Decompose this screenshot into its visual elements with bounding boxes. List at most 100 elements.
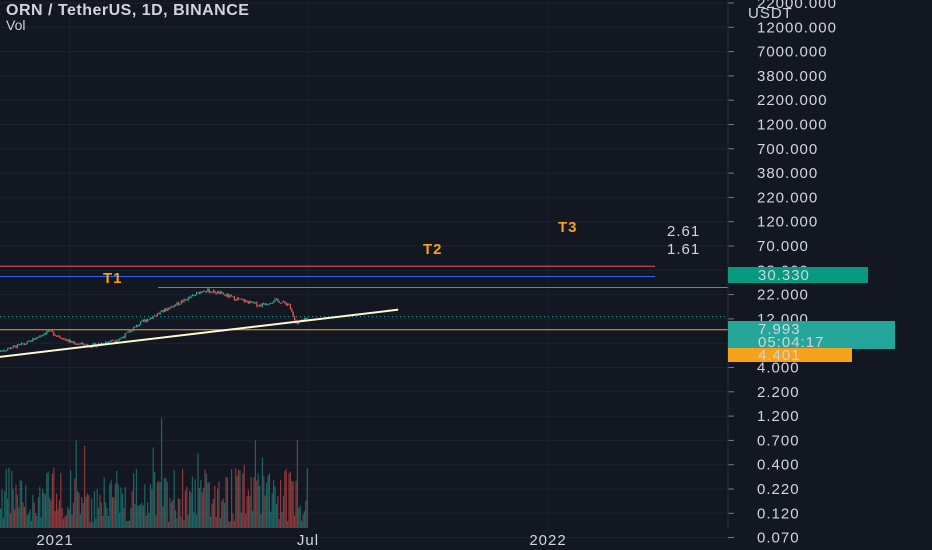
volume-bar xyxy=(35,512,37,528)
t1-price-tag xyxy=(728,267,868,283)
candle-body xyxy=(259,304,261,306)
candle-body xyxy=(305,318,307,320)
candle-body xyxy=(123,337,125,339)
volume-bar xyxy=(214,485,216,528)
candle-body xyxy=(205,291,207,293)
candle-body xyxy=(288,304,290,306)
candle-body xyxy=(42,335,44,337)
volume-bar xyxy=(176,518,178,528)
volume-bar xyxy=(60,472,62,528)
volume-bar xyxy=(14,509,16,528)
support-price-tag xyxy=(728,348,852,362)
volume-bar xyxy=(285,468,287,528)
candle-body xyxy=(246,300,248,302)
candle-body xyxy=(263,303,265,305)
candle-body xyxy=(224,294,226,296)
volume-bar xyxy=(16,494,18,528)
candle-body xyxy=(253,301,255,304)
volume-bar xyxy=(36,516,38,528)
volume-bar xyxy=(228,521,230,528)
volume-bar xyxy=(292,481,294,528)
volume-bar xyxy=(68,509,70,528)
candle-body xyxy=(287,304,289,306)
volume-bar xyxy=(100,502,102,528)
t1-label: T1 xyxy=(103,270,123,287)
volume-bar xyxy=(148,512,150,528)
volume-bar xyxy=(57,509,59,528)
candle-body xyxy=(46,330,48,334)
time-label-2022: 2022 xyxy=(529,532,566,549)
candle-body xyxy=(60,337,62,339)
candle-body xyxy=(207,289,209,292)
price-tick-label: 3800.000 xyxy=(757,68,828,85)
candle-body xyxy=(138,324,140,327)
candle-body xyxy=(0,350,2,352)
volume-bar xyxy=(56,493,58,528)
candle-body xyxy=(175,304,177,306)
candle-body xyxy=(252,301,254,303)
volume-bar xyxy=(116,470,118,528)
candle-body xyxy=(187,297,189,301)
candle-body xyxy=(14,345,16,347)
volume-bar xyxy=(184,490,186,528)
volume-bar xyxy=(281,512,283,528)
volume-bar xyxy=(280,479,282,528)
volume-bar xyxy=(37,497,39,528)
volume-bar xyxy=(298,507,300,528)
candle-body xyxy=(229,295,231,298)
volume-bar xyxy=(53,467,55,528)
volume-bar xyxy=(291,481,293,528)
candle-body xyxy=(28,340,30,342)
candle-body xyxy=(53,331,55,336)
t3-label: T3 xyxy=(558,219,578,236)
candle-body xyxy=(165,308,167,311)
volume-bar xyxy=(271,492,273,528)
candle-body xyxy=(176,302,178,305)
volume-bar xyxy=(19,479,21,528)
volume-bar xyxy=(161,418,163,528)
volume-bar xyxy=(179,499,181,528)
price-tick-label: 12000.000 xyxy=(757,19,837,36)
last-price-text: 7.993 xyxy=(758,321,801,338)
candle-body xyxy=(23,344,25,346)
volume-bar xyxy=(25,485,27,528)
volume-bar xyxy=(88,494,90,528)
volume-bar xyxy=(117,484,119,528)
candle-body xyxy=(222,292,224,295)
volume-bar xyxy=(156,482,158,528)
candle-body xyxy=(236,298,238,301)
candle-body xyxy=(163,308,165,312)
trendline[interactable] xyxy=(0,308,399,360)
volume-bar xyxy=(8,467,10,528)
volume-bar xyxy=(12,488,14,528)
volume-bar xyxy=(4,491,6,528)
volume-bar xyxy=(235,468,237,528)
volume-bar xyxy=(254,440,256,528)
price-axis[interactable]: 22000.000 12000.000 7000.000 3800.000 2200.0… xyxy=(727,0,837,547)
volume-bar xyxy=(168,521,170,528)
volume-label: Vol xyxy=(6,17,26,33)
candle-body xyxy=(173,304,175,308)
candle-body xyxy=(200,291,202,294)
volume-bar xyxy=(204,469,206,528)
volume-bar xyxy=(39,486,41,528)
volume-bar xyxy=(172,500,174,528)
price-tick-label: 0.220 xyxy=(757,481,800,498)
volume-bar xyxy=(264,495,266,528)
candle-body xyxy=(7,348,9,351)
candle-body xyxy=(22,343,24,345)
volume-bar xyxy=(23,506,25,528)
candle-body xyxy=(285,302,287,305)
volume-bar xyxy=(245,513,247,528)
candle-body xyxy=(72,342,74,344)
volume-bar xyxy=(141,503,143,528)
candle-body xyxy=(100,343,102,345)
price-tick-label: 0.400 xyxy=(757,457,800,474)
candle-body xyxy=(186,299,188,301)
volume-bar xyxy=(219,518,221,528)
candle-body xyxy=(25,343,27,345)
price-tick-label: 220.000 xyxy=(757,189,818,206)
volume-bar xyxy=(9,513,11,528)
volume-bar xyxy=(128,520,130,528)
